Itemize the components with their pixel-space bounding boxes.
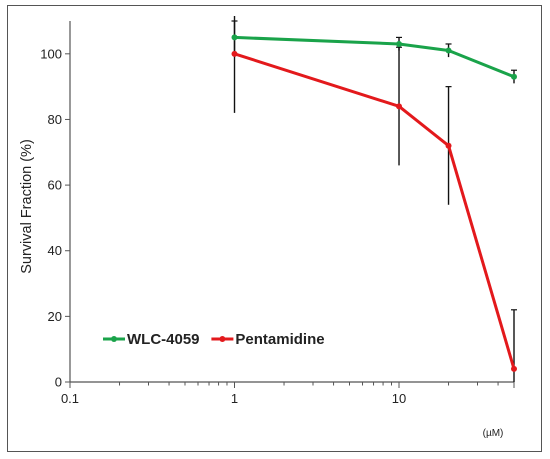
legend: WLC-4059 Pentamidine [103,331,325,348]
series-layer [231,16,517,382]
survival-chart: 0 20 40 60 80 100 0.1 1 10 Survival Fraction (%… [19,16,517,439]
y-tick-label: 20 [48,309,62,324]
y-tick-label: 40 [48,243,62,258]
y-tick-label: 100 [40,46,62,61]
series-line [234,52,516,370]
y-axis-ticks: 0 20 40 60 80 100 [40,46,70,390]
data-point [231,34,238,41]
x-axis-ticks: 0.1 1 10 [61,382,515,406]
series-line-wlc-4059 [231,34,517,80]
x-tick-label: 0.1 [61,391,79,406]
data-point [445,47,452,54]
data-point [396,103,403,110]
chart-frame: 0 20 40 60 80 100 0.1 1 10 Survival Fraction (%… [7,5,542,452]
y-tick-label: 0 [55,375,62,390]
data-point [511,365,517,372]
y-tick-label: 60 [48,178,62,193]
data-point [511,73,517,80]
x-tick-label: 10 [392,391,406,406]
y-axis-title: Survival Fraction (%) [19,139,35,274]
x-tick-label: 1 [231,391,238,406]
legend-label-wlc-4059: WLC-4059 [127,331,200,348]
series-line [234,35,515,79]
legend-marker-pentamidine [219,336,226,342]
data-point [445,142,452,149]
data-point [396,40,403,47]
y-tick-label: 80 [48,112,62,127]
legend-marker-wlc-4059 [111,336,117,342]
data-point [231,50,238,57]
legend-label-pentamidine: Pentamidine [235,331,324,348]
series-line-pentamidine [231,50,517,372]
x-axis-unit: (µM) [483,428,504,439]
series-wlc-4059 [231,20,517,84]
axes [69,21,514,383]
